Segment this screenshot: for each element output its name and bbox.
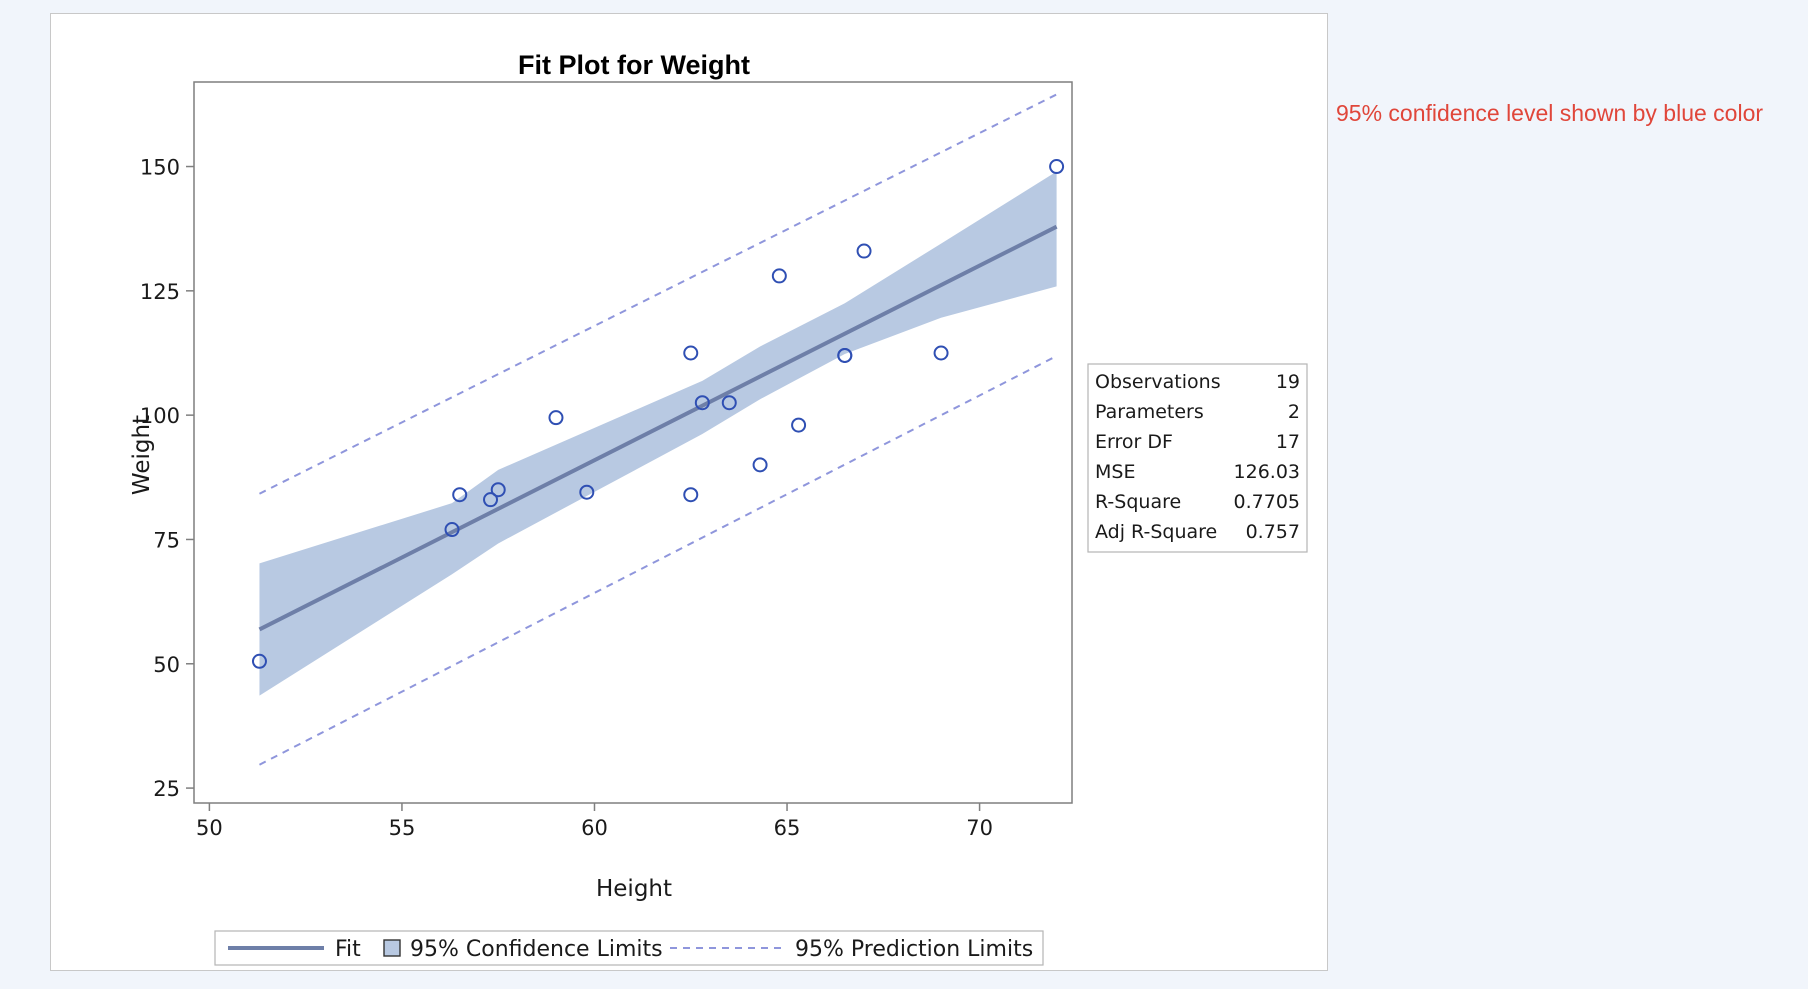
x-axis-label: Height [596,876,672,902]
legend-fit-label: Fit [335,937,361,962]
data-point [721,395,737,411]
confidence-band-layer [259,171,1057,696]
stats-value: 2 [1288,401,1300,423]
y-tick-label: 100 [140,404,180,428]
x-tick-label: 55 [389,816,416,840]
stats-value: 19 [1276,371,1300,393]
x-tick-label: 60 [581,816,608,840]
data-point [1049,159,1065,175]
data-point [490,482,506,498]
fit-plot-chart: Fit Plot for Weight Weight Height 50 55 60… [129,50,1308,966]
legend-prediction-label: 95% Prediction Limits [795,937,1033,962]
data-point [837,347,853,363]
y-tick-label: 150 [140,156,180,180]
stats-label: MSE [1095,461,1135,483]
stats-value: 0.757 [1246,521,1300,543]
data-point [452,487,468,503]
data-point [579,484,595,500]
y-tick-label: 25 [153,777,180,801]
data-point [933,345,949,361]
prediction-limit-upper [259,93,1058,495]
data-point [856,243,872,259]
stats-table-box [1087,363,1308,553]
y-ticks-layer: 25 50 75 100 125 150 [140,156,194,801]
data-point [251,653,267,669]
legend-box [214,930,1044,966]
annotation-note: 95% confidence level shown by blue color [1336,100,1764,126]
y-tick-label: 125 [140,280,180,304]
plot-frame-layer [193,81,1073,804]
data-point [694,395,710,411]
legend: Fit 95% Confidence Limits 95% Prediction L… [214,930,1044,966]
fit-line-layer [258,224,1058,632]
stats-table: Observations 19 Parameters 2 Error DF 17 MSE 12… [1087,363,1308,553]
stats-value: 17 [1276,431,1300,453]
fit-line [258,224,1058,632]
data-point [683,487,699,503]
stats-label: R-Square [1095,491,1181,513]
figure-panel: Fit Plot for Weight Weight Height 50 55 60… [50,13,1328,971]
x-tick-label: 50 [196,816,223,840]
data-point [791,417,807,433]
scatter-points-layer [251,159,1065,669]
chart-title: Fit Plot for Weight [518,50,750,80]
x-ticks-layer: 50 55 60 65 70 [196,803,993,840]
data-point [771,268,787,284]
data-point [483,492,499,508]
confidence-band [259,171,1057,696]
stats-label: Error DF [1095,431,1173,453]
x-tick-label: 70 [966,816,993,840]
y-tick-label: 75 [153,528,180,552]
legend-confidence-swatch [383,939,401,957]
data-point [752,457,768,473]
prediction-limit-lower [259,355,1058,766]
prediction-limits-layer [259,93,1058,766]
legend-confidence-label: 95% Confidence Limits [410,937,663,962]
stats-value: 0.7705 [1234,491,1300,513]
data-point [548,410,564,426]
data-point [444,522,460,538]
plot-frame [193,81,1073,804]
stats-label: Observations [1095,371,1221,393]
x-tick-label: 65 [774,816,801,840]
stats-label: Adj R-Square [1095,521,1217,543]
y-tick-label: 50 [153,653,180,677]
stats-label: Parameters [1095,401,1204,423]
data-point [683,345,699,361]
stats-value: 126.03 [1234,461,1300,483]
y-axis-label: Weight [129,415,155,495]
